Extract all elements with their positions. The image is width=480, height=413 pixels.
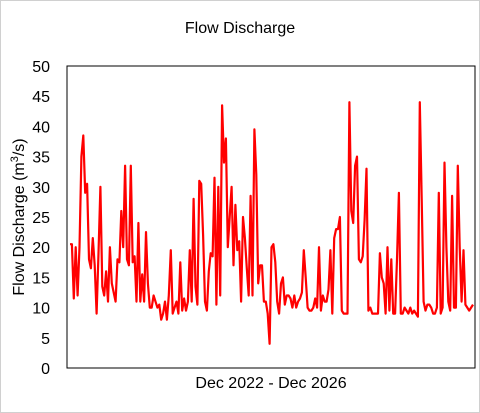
plot-area bbox=[66, 65, 476, 369]
y-tick-label: 0 bbox=[41, 361, 50, 378]
y-tick-label: 5 bbox=[41, 331, 50, 348]
y-tick-label: 35 bbox=[32, 150, 50, 167]
y-axis-label: Flow Discharge (m3/s) bbox=[9, 138, 28, 295]
y-tick-label: 20 bbox=[32, 240, 50, 257]
y-tick-label: 10 bbox=[32, 301, 50, 318]
y-tick-label: 50 bbox=[32, 59, 50, 76]
y-tick-label: 40 bbox=[32, 119, 50, 136]
y-tick-label: 30 bbox=[32, 180, 50, 197]
y-tick-label: 45 bbox=[32, 89, 50, 106]
y-axis-label-main: Flow Discharge (m bbox=[11, 162, 28, 295]
y-axis-label-unit: /s) bbox=[11, 138, 28, 156]
y-axis-ticks: 0 5 10 15 20 25 30 35 40 45 50 bbox=[32, 59, 50, 378]
y-tick-label: 25 bbox=[32, 210, 50, 227]
x-axis-label: Dec 2022 - Dec 2026 bbox=[195, 375, 346, 392]
chart-title: Flow Discharge bbox=[185, 20, 295, 37]
y-tick-label: 15 bbox=[32, 270, 50, 287]
series-line bbox=[70, 101, 474, 345]
y-axis-label-superscript: 3 bbox=[9, 156, 21, 162]
